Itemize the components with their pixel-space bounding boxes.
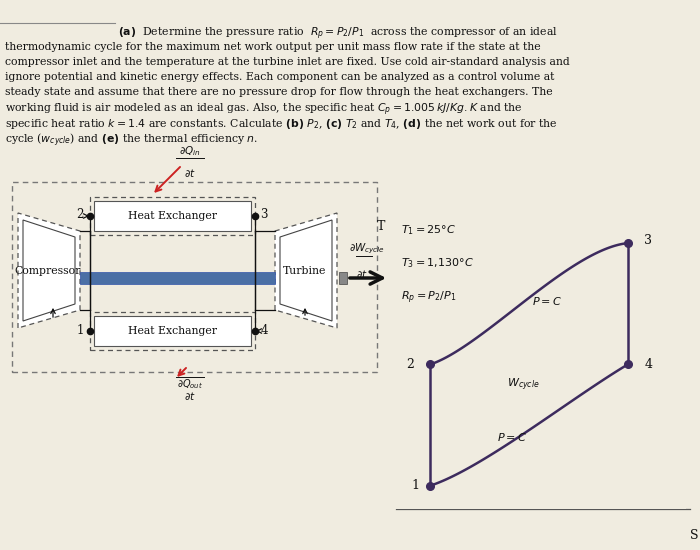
Text: 2: 2 <box>76 208 84 222</box>
Text: $W_{cycle}$: $W_{cycle}$ <box>507 376 540 393</box>
Text: ignore potential and kinetic energy effects. Each component can be analyzed as a: ignore potential and kinetic energy effe… <box>5 72 554 82</box>
Text: $P = C$: $P = C$ <box>497 431 526 443</box>
Text: thermodynamic cycle for the maximum net work output per unit mass flow rate if t: thermodynamic cycle for the maximum net … <box>5 42 540 52</box>
Text: cycle ($w_{cycle}$) and $\bf{(e)}$ the thermal efficiency $n$.: cycle ($w_{cycle}$) and $\bf{(e)}$ the t… <box>5 132 258 150</box>
Text: specific heat ratio $k = 1.4$ are constants. Calculate $\bf{(b)}$ $P_2$, $\bf{(c: specific heat ratio $k = 1.4$ are consta… <box>5 117 558 131</box>
Text: 4: 4 <box>260 323 267 337</box>
Text: Compressor: Compressor <box>15 266 81 276</box>
Text: T: T <box>377 220 385 233</box>
Text: $\bf{(a)}$  Determine the pressure ratio  $R_p = P_2/P_1$  across the compressor: $\bf{(a)}$ Determine the pressure ratio … <box>118 26 558 42</box>
Polygon shape <box>275 213 337 328</box>
Text: $P = C$: $P = C$ <box>531 295 561 307</box>
Text: $\partial t$: $\partial t$ <box>184 167 196 179</box>
Text: compressor inlet and the temperature at the turbine inlet are fixed. Use cold ai: compressor inlet and the temperature at … <box>5 57 570 67</box>
FancyBboxPatch shape <box>339 272 347 284</box>
Text: 4: 4 <box>644 358 652 371</box>
Text: $\partial W_{cycle}$: $\partial W_{cycle}$ <box>349 241 385 256</box>
Text: 2: 2 <box>406 358 414 371</box>
Text: Heat Exchanger: Heat Exchanger <box>128 326 217 336</box>
Polygon shape <box>23 220 75 321</box>
Text: $T_3 = 1{,}130°C$: $T_3 = 1{,}130°C$ <box>401 256 474 270</box>
Text: $\partial t$: $\partial t$ <box>184 390 196 402</box>
FancyBboxPatch shape <box>94 316 251 346</box>
Text: S: S <box>690 529 699 542</box>
Text: Heat Exchanger: Heat Exchanger <box>128 211 217 221</box>
Text: 3: 3 <box>644 234 652 247</box>
Text: working fluid is air modeled as an ideal gas. Also, the specific heat $C_p = 1.0: working fluid is air modeled as an ideal… <box>5 102 523 118</box>
FancyBboxPatch shape <box>80 272 275 284</box>
Text: Turbine: Turbine <box>284 266 327 276</box>
Polygon shape <box>18 213 80 328</box>
Text: 1: 1 <box>76 323 84 337</box>
Text: 3: 3 <box>260 208 267 222</box>
Text: $T_1 = 25°C$: $T_1 = 25°C$ <box>401 223 456 236</box>
Text: $\partial t$: $\partial t$ <box>356 268 368 280</box>
Polygon shape <box>280 220 332 321</box>
Text: $\partial Q_{in}$: $\partial Q_{in}$ <box>179 144 201 158</box>
Text: $R_p = P_2/P_1$: $R_p = P_2/P_1$ <box>401 289 456 306</box>
Text: 1: 1 <box>412 479 420 492</box>
FancyBboxPatch shape <box>94 201 251 231</box>
Text: $\partial Q_{out}$: $\partial Q_{out}$ <box>177 377 203 391</box>
Text: steady state and assume that there are no pressure drop for flow through the hea: steady state and assume that there are n… <box>5 87 552 97</box>
